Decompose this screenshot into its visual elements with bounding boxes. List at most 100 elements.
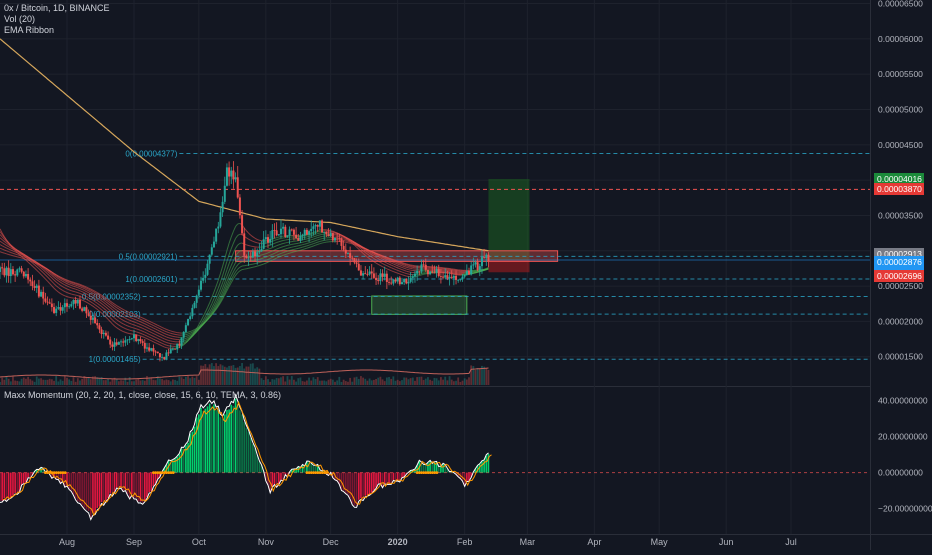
volume-bar [488,370,490,385]
volume-bar [75,382,77,385]
symbol-title[interactable]: 0x / Bitcoin, 1D, BINANCE [4,3,110,14]
momentum-bar [8,473,10,498]
volume-bar [306,380,308,385]
volume-bar [256,367,258,385]
volume-indicator-label[interactable]: Vol (20) [4,14,110,25]
candle-body [165,352,167,359]
volume-bar [137,378,139,385]
ema-ribbon-segment [311,244,313,245]
ema-ribbon-label[interactable]: EMA Ribbon [4,25,110,36]
candle-body [224,186,226,202]
ema-ribbon-segment [294,251,296,252]
ema-ribbon-segment [262,261,264,262]
volume-bar [414,381,416,385]
candle-body [273,230,275,231]
time-tick-label: Jul [785,537,797,547]
volume-bar [90,379,92,385]
momentum-bar [209,404,211,473]
volume-bar [228,366,230,385]
momentum-indicator-label[interactable]: Maxx Momentum (20, 2, 20, 1, close, clos… [4,390,281,401]
candle-body [25,274,27,276]
volume-bar [386,377,388,385]
candle-body [79,300,81,308]
ema-ribbon-segment [311,241,313,242]
volume-bar [146,376,148,385]
volume-bar [103,380,105,385]
volume-bar [434,378,436,385]
candle-body [18,268,20,269]
ema-ribbon-segment [259,265,261,266]
candle-body [256,252,258,256]
ema-ribbon-segment [71,294,73,295]
candle-body [397,278,399,282]
ema-ribbon-segment [318,233,320,234]
ema-ribbon-segment [281,247,283,248]
volume-bar [40,378,42,385]
ema-ribbon-segment [171,333,173,334]
candle-body [282,227,284,229]
price-tick-label: 0.00002500 [878,281,923,291]
volume-bar [55,376,57,385]
ema-ribbon-segment [290,253,292,254]
volume-bar [455,381,457,385]
candle-body [196,296,198,303]
squeeze-dot [64,471,67,474]
momentum-bar [205,409,207,473]
candle-body [289,229,291,235]
momentum-bar [131,473,133,495]
momentum-bar [92,473,94,514]
target-zone [488,179,529,260]
candle-body [10,269,12,276]
candle-body [382,273,384,276]
volume-bar [379,377,381,385]
candle-body [230,171,232,177]
candle-body [116,342,118,344]
candle-body [438,269,440,276]
volume-bar [44,380,46,385]
ema-ribbon-segment [259,259,261,260]
ema-ribbon-segment [73,284,75,285]
volume-bar [49,379,51,385]
candle-body [72,300,74,304]
volume-bar [73,377,75,385]
fib-level-label: 1(0.00002601) [125,275,177,284]
ema-ribbon-segment [166,340,168,341]
volume-bar [148,378,150,385]
volume-bar [421,377,423,385]
volume-bar [315,379,317,385]
momentum-tick-label: 20.00000000 [878,432,928,442]
ema-ribbon-segment [279,238,281,239]
momentum-bar [142,473,144,503]
momentum-bar [375,473,377,488]
ema-ribbon-segment [253,267,255,268]
volume-bar [215,363,217,385]
candle-body [157,352,159,353]
ema-ribbon-segment [352,244,354,245]
volume-bar [196,376,198,385]
momentum-bar [388,473,390,484]
momentum-bar [224,414,226,472]
volume-bar [278,378,280,385]
ema-ribbon-segment [292,252,294,253]
volume-bar [27,377,29,385]
volume-bar [32,381,34,385]
ema-ribbon-segment [17,255,19,256]
volume-bar [280,377,282,385]
momentum-bar [228,409,230,472]
price-tick-label: 0.00006500 [878,0,923,9]
candle-body [150,348,152,351]
candle-body [12,269,14,274]
candle-body [1,267,3,268]
squeeze-dot [172,471,175,474]
volume-bar [57,381,59,385]
momentum-bar [12,473,14,496]
momentum-bar [274,473,276,484]
candle-body [325,232,327,234]
momentum-bar [1,473,3,501]
candle-body [392,280,394,284]
volume-bar [144,381,146,385]
candle-body [129,339,131,340]
ema-ribbon-segment [311,239,313,240]
